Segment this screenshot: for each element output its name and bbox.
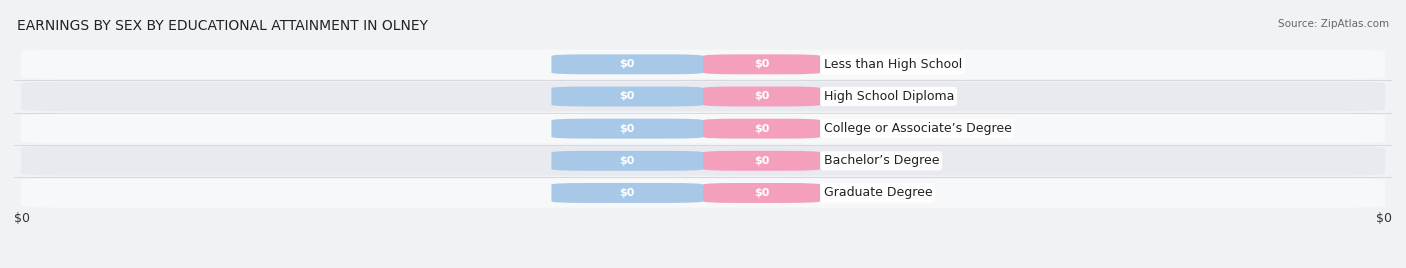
- FancyBboxPatch shape: [21, 82, 1385, 111]
- Text: $0: $0: [620, 59, 636, 69]
- Text: Bachelor’s Degree: Bachelor’s Degree: [824, 154, 939, 167]
- FancyBboxPatch shape: [703, 87, 820, 106]
- FancyBboxPatch shape: [703, 183, 820, 203]
- Text: $0: $0: [754, 124, 769, 134]
- Text: Less than High School: Less than High School: [824, 58, 962, 71]
- Text: $0: $0: [620, 124, 636, 134]
- FancyBboxPatch shape: [551, 54, 703, 74]
- FancyBboxPatch shape: [21, 114, 1385, 143]
- Text: $0: $0: [14, 212, 30, 225]
- FancyBboxPatch shape: [21, 178, 1385, 208]
- Text: EARNINGS BY SEX BY EDUCATIONAL ATTAINMENT IN OLNEY: EARNINGS BY SEX BY EDUCATIONAL ATTAINMEN…: [17, 19, 427, 33]
- Text: Source: ZipAtlas.com: Source: ZipAtlas.com: [1278, 19, 1389, 29]
- Text: $0: $0: [754, 59, 769, 69]
- Text: $0: $0: [620, 91, 636, 102]
- FancyBboxPatch shape: [551, 119, 703, 139]
- FancyBboxPatch shape: [551, 151, 703, 171]
- FancyBboxPatch shape: [703, 54, 820, 74]
- Text: $0: $0: [620, 188, 636, 198]
- Text: $0: $0: [754, 91, 769, 102]
- FancyBboxPatch shape: [551, 87, 703, 106]
- FancyBboxPatch shape: [21, 146, 1385, 176]
- FancyBboxPatch shape: [703, 119, 820, 139]
- Text: High School Diploma: High School Diploma: [824, 90, 953, 103]
- Text: $0: $0: [620, 156, 636, 166]
- Text: Graduate Degree: Graduate Degree: [824, 187, 932, 199]
- Text: $0: $0: [1376, 212, 1392, 225]
- Text: College or Associate’s Degree: College or Associate’s Degree: [824, 122, 1011, 135]
- Legend: Male, Female: Male, Female: [638, 263, 768, 268]
- Text: $0: $0: [754, 188, 769, 198]
- FancyBboxPatch shape: [703, 151, 820, 171]
- FancyBboxPatch shape: [21, 50, 1385, 79]
- Text: $0: $0: [754, 156, 769, 166]
- FancyBboxPatch shape: [551, 183, 703, 203]
